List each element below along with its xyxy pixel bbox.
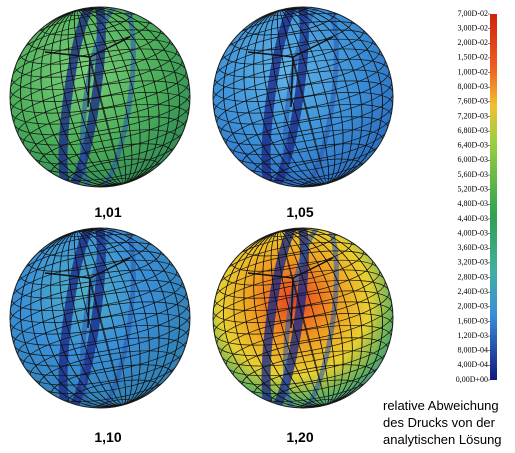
colorbar-label: 2,00D-03 [458,302,488,311]
colorbar-label: 7,20D-03 [458,111,488,120]
colorbar-label: 3,20D-03 [458,258,488,267]
colorbar-label: 6,00D-03 [458,155,488,164]
colorbar-label: 1,00D-02 [458,67,488,76]
colorbar-label: 7,60D-03 [458,97,488,106]
colorbar-label: 1,50D-02 [458,53,488,62]
colorbar-label: 1,20D-03 [458,331,488,340]
colorbar-label: 4,80D-03 [458,199,488,208]
colorbar-label: 3,00D-02 [458,23,488,32]
figure: relative Abweichung des Drucks von der a… [0,0,515,453]
colorbar-label: 4,40D-03 [458,214,488,223]
colorbar [490,14,497,380]
panel-label: 1,01 [94,204,121,220]
colorbar-label: 8,00D-04 [458,346,488,355]
panel-label: 1,05 [286,204,313,220]
panel-label: 1,10 [94,429,121,445]
colorbar-label: 6,40D-03 [458,141,488,150]
colorbar-label: 2,00D-02 [458,38,488,47]
caption-line: analytischen Lösung [383,432,502,447]
caption-line: des Drucks von der [383,415,496,430]
colorbar-label: 5,60D-03 [458,170,488,179]
colorbar-label: 8,00D-03 [458,82,488,91]
panel-label: 1,20 [286,429,313,445]
colorbar-label: 6,80D-03 [458,126,488,135]
colorbar-label: 5,20D-03 [458,185,488,194]
colorbar-label: 2,40D-03 [458,287,488,296]
sphere [0,0,210,207]
colorbar-label: 0,00D+00 [456,375,488,384]
caption-line: relative Abweichung [383,398,499,413]
colorbar-label: 4,00D-03 [458,228,488,237]
colorbar-label: 7,00D-02 [458,9,488,18]
colorbar-label: 4,00D-04 [458,360,488,369]
sphere [193,0,413,207]
sphere [0,208,210,428]
colorbar-label: 3,60D-03 [458,243,488,252]
colorbar-label: 1,60D-03 [458,316,488,325]
colorbar-label: 2,80D-03 [458,272,488,281]
sphere [193,208,413,428]
